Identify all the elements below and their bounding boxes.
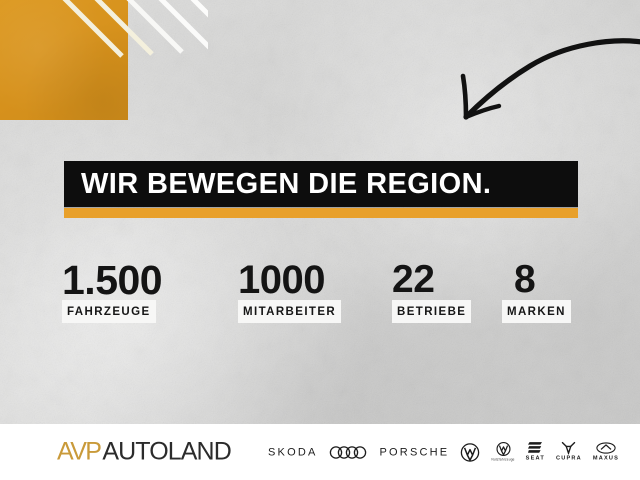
vw-nutzfahrzeuge-roundel-icon (495, 441, 511, 457)
porsche-wordmark: PORSCHE (379, 446, 450, 458)
vw-roundel-icon (461, 442, 480, 462)
brand-logo-volkswagen[interactable] (460, 442, 480, 462)
headline-banner: WIR BEWEGEN DIE REGION. (64, 161, 578, 207)
brand-logo-seat[interactable]: SEAT (526, 442, 545, 463)
vw-nutzfahrzeuge-sublabel: Nutzfahrzeuge (491, 457, 515, 462)
avp-logo-mark: AVP (57, 437, 102, 466)
headline-orange-underline (64, 208, 578, 218)
stat-brands: 8 MARKEN (502, 258, 571, 323)
headline-block: WIR BEWEGEN DIE REGION. (64, 161, 578, 218)
skoda-wordmark: SKODA (268, 446, 318, 458)
cupra-emblem-icon (562, 441, 576, 455)
stat-label: FAHRZEUGE (67, 306, 151, 318)
stat-value: 1000 (238, 258, 325, 302)
stat-label: MITARBEITER (243, 306, 337, 318)
brand-logo-strip: SKODA PORSCHE (268, 441, 619, 463)
cupra-wordmark: CUPRA (555, 455, 582, 462)
stats-row: 1.500 FAHRZEUGE 1000 MITARBEITER 22 BETR… (62, 257, 582, 323)
maxus-wordmark: MAXUS (592, 455, 620, 462)
stat-vehicles: 1.500 FAHRZEUGE (62, 257, 163, 323)
brand-logo-volkswagen-nutzfahrzeuge[interactable]: Nutzfahrzeuge (491, 441, 515, 463)
audi-rings-icon (329, 445, 366, 459)
orange-corner-block (0, 0, 128, 120)
stat-locations: 22 BETRIEBE (392, 258, 472, 323)
stat-value: 1.500 (62, 257, 163, 303)
brand-logo-audi[interactable] (329, 445, 369, 459)
avp-logo-wordmark: AUTOLAND (102, 437, 231, 466)
seat-wordmark: SEAT (525, 455, 545, 462)
stat-label: BETRIEBE (397, 306, 467, 318)
stat-label-box: BETRIEBE (392, 300, 472, 323)
brand-logo-cupra[interactable]: CUPRA (555, 441, 582, 463)
stat-employees: 1000 MITARBEITER (238, 258, 342, 323)
stat-value: 8 (514, 258, 536, 301)
brand-logo-maxus[interactable]: MAXUS (593, 442, 619, 463)
stat-label-box: MITARBEITER (238, 300, 342, 323)
stat-value: 22 (392, 258, 435, 301)
stat-label-box: MARKEN (502, 300, 571, 323)
avp-autoland-logo[interactable]: AVP AUTOLAND (57, 437, 232, 466)
seat-emblem-icon (527, 442, 542, 453)
stat-label-box: FAHRZEUGE (62, 300, 156, 323)
stat-label: MARKEN (507, 306, 566, 318)
page-title: WIR BEWEGEN DIE REGION. (81, 167, 492, 200)
maxus-emblem-icon (596, 442, 616, 454)
brand-logo-skoda[interactable]: SKODA (268, 446, 318, 458)
brand-logo-porsche[interactable]: PORSCHE (380, 446, 450, 458)
footer-logo-bar: AVP AUTOLAND SKODA PORSCHE (0, 424, 640, 480)
